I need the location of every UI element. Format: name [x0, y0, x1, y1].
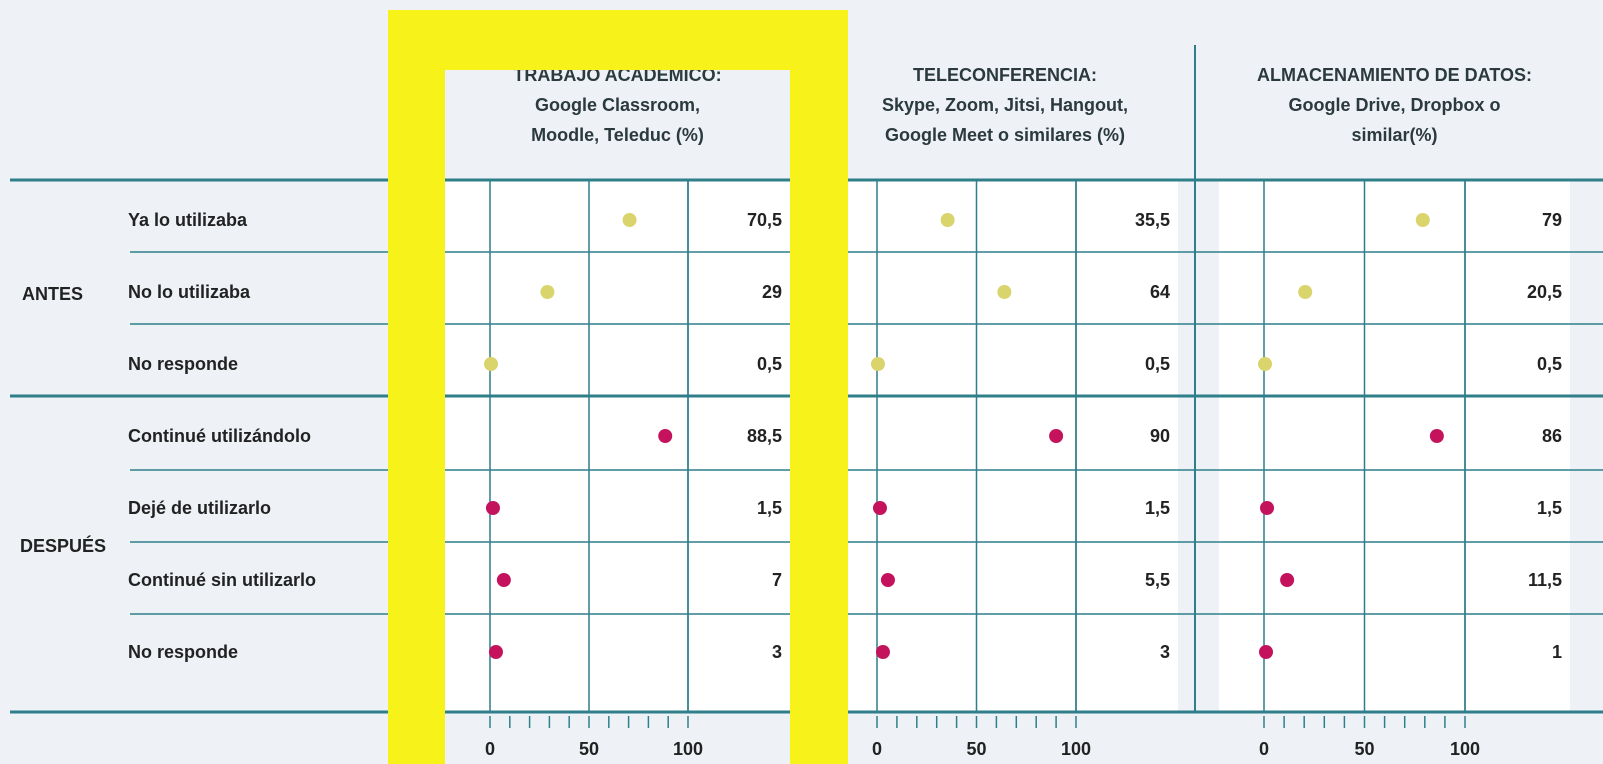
- dot: [1429, 429, 1444, 443]
- x-tick-label: 50: [1354, 739, 1374, 759]
- x-tick-label: 100: [1450, 739, 1480, 759]
- value-label: 7: [772, 570, 782, 590]
- x-tick-label: 100: [1061, 739, 1091, 759]
- dot: [1049, 429, 1064, 443]
- row-label: No lo utilizaba: [128, 282, 251, 302]
- dot: [485, 501, 500, 515]
- dot: [496, 573, 511, 587]
- content: Ya lo utilizaba No lo utilizaba No respond…: [10, 45, 1603, 759]
- value-label: 5,5: [1145, 570, 1170, 590]
- row-label: Dejé de utilizarlo: [128, 498, 271, 518]
- value-label: 3: [1160, 642, 1170, 662]
- dot: [997, 285, 1012, 299]
- dot: [540, 285, 555, 299]
- value-label: 70,5: [747, 210, 782, 230]
- dot: [870, 357, 885, 371]
- panel-title: Google Meet o similares (%): [885, 125, 1125, 145]
- panel-title: similar(%): [1351, 125, 1437, 145]
- value-label: 11,5: [1528, 570, 1562, 590]
- dot: [940, 213, 955, 227]
- dot: [1258, 357, 1273, 371]
- value-label: 1,5: [1145, 498, 1170, 518]
- x-tick-label: 50: [579, 739, 599, 759]
- row-label: Ya lo utilizaba: [128, 210, 248, 230]
- panel-title: Google Classroom,: [535, 95, 700, 115]
- panel-body: [445, 180, 790, 712]
- value-label: 20,5: [1527, 282, 1562, 302]
- panel-title: Google Drive, Dropbox o: [1288, 95, 1500, 115]
- x-tick-label: 50: [966, 739, 986, 759]
- value-label: 88,5: [747, 426, 782, 446]
- value-label: 0,5: [1145, 354, 1170, 374]
- value-label: 86: [1542, 426, 1562, 446]
- x-tick-label: 0: [485, 739, 495, 759]
- panel-body: [832, 180, 1178, 712]
- dot: [488, 645, 503, 659]
- dot: [483, 357, 498, 371]
- value-label: 90: [1150, 426, 1170, 446]
- row-label: No responde: [128, 642, 238, 662]
- dot: [1259, 645, 1274, 659]
- value-label: 64: [1150, 282, 1170, 302]
- row-label: Continué utilizándolo: [128, 426, 311, 446]
- value-label: 1,5: [757, 498, 782, 518]
- value-label: 1,5: [1537, 498, 1562, 518]
- row-label: Continué sin utilizarlo: [128, 570, 316, 590]
- panel-title: Moodle, Teleduc (%): [531, 125, 704, 145]
- dot: [658, 429, 673, 443]
- value-label: 35,5: [1135, 210, 1170, 230]
- value-label: 79: [1542, 210, 1562, 230]
- row-label: No responde: [128, 354, 238, 374]
- dot: [1280, 573, 1295, 587]
- x-tick-label: 100: [673, 739, 703, 759]
- x-tick-label: 0: [872, 739, 882, 759]
- dot: [872, 501, 887, 515]
- group-label: DESPUÉS: [20, 535, 106, 556]
- panel-title: TELECONFERENCIA:: [913, 65, 1097, 85]
- panel-title: ALMACENAMIENTO DE DATOS:: [1257, 65, 1532, 85]
- dot: [622, 213, 637, 227]
- value-label: 3: [772, 642, 782, 662]
- highlight-frame: [388, 10, 848, 764]
- panel-title: Skype, Zoom, Jitsi, Hangout,: [882, 95, 1128, 115]
- value-label: 0,5: [1537, 354, 1562, 374]
- dot: [1260, 501, 1275, 515]
- value-label: 29: [762, 282, 782, 302]
- dot: [880, 573, 895, 587]
- value-label: 1: [1552, 642, 1562, 662]
- dot: [1298, 285, 1313, 299]
- dot: [1415, 213, 1430, 227]
- x-tick-label: 0: [1259, 739, 1269, 759]
- dot: [875, 645, 890, 659]
- panel-body: [1219, 180, 1570, 712]
- group-label: ANTES: [22, 284, 83, 304]
- value-label: 0,5: [757, 354, 782, 374]
